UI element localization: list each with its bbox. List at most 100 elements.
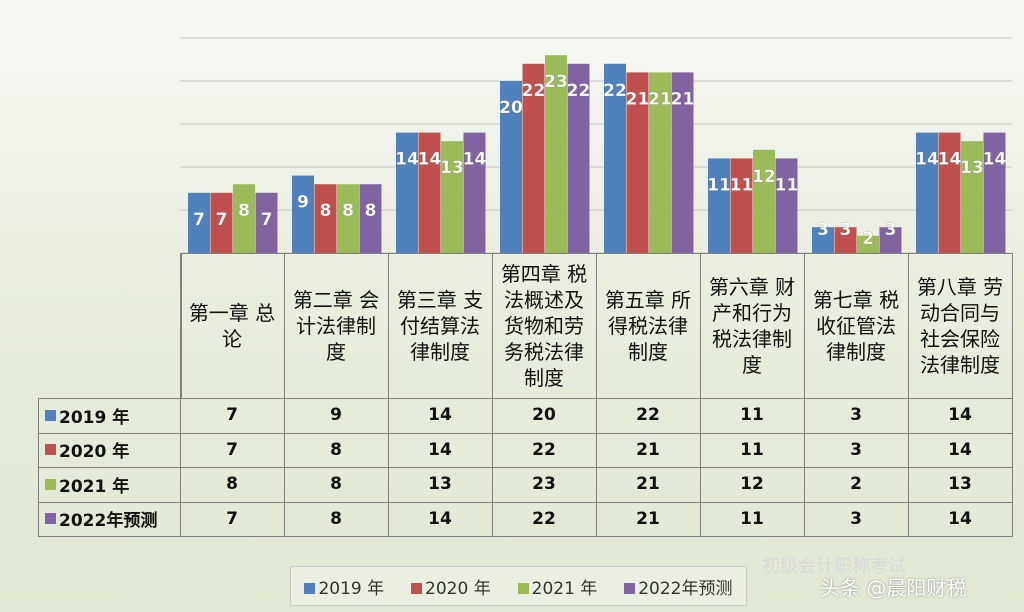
- legend-item: 2020 年: [411, 574, 491, 599]
- bar: [671, 72, 694, 254]
- table-value: 14: [908, 501, 1013, 537]
- row-label: 2022年预测: [38, 501, 181, 537]
- table-value: 21: [596, 501, 701, 537]
- legend-item: 2021 年: [517, 574, 598, 599]
- table-value: 7: [180, 501, 285, 537]
- category-label: 第一章 总论: [180, 253, 285, 399]
- table-value: 7: [180, 432, 285, 468]
- bar-value-label: 11: [775, 175, 799, 195]
- table-corner: [180, 253, 182, 398]
- bar-value-label: 13: [960, 158, 984, 178]
- table-value: 14: [388, 432, 493, 468]
- category-label: 第七章 税收征管法律制度: [804, 253, 909, 399]
- bar-value-label: 14: [418, 150, 442, 170]
- row-key: [45, 478, 56, 490]
- bar-value-label: 14: [915, 150, 939, 170]
- bar: [463, 132, 486, 253]
- bar: [418, 132, 441, 253]
- table-value: 3: [804, 501, 909, 537]
- row-label: 2020 年: [38, 432, 181, 468]
- bar-value-label: 11: [730, 175, 754, 195]
- bar: [337, 184, 359, 253]
- table-value: 22: [492, 432, 597, 468]
- table-value: 22: [492, 501, 597, 537]
- table-value: 14: [388, 398, 493, 434]
- table-value: 21: [596, 467, 701, 503]
- legend-item: 2019 年: [304, 574, 384, 599]
- bar-value-label: 3: [885, 220, 897, 240]
- bar-value-label: 21: [626, 89, 650, 109]
- bar-value-label: 9: [297, 193, 309, 213]
- category-label: 第三章 支付结算法律制度: [388, 253, 493, 399]
- legend-label: 2021 年: [531, 578, 598, 599]
- bar-value-label: 2: [862, 229, 874, 249]
- bar: [441, 141, 463, 253]
- bar: [545, 55, 567, 254]
- legend-label: 2022年预测: [638, 578, 733, 599]
- row-label-text: 2019 年: [59, 408, 130, 429]
- category-label: 第四章 税法概述及货物和劳务税法律制度: [492, 253, 597, 399]
- bar: [255, 192, 278, 253]
- bar: [983, 132, 1006, 253]
- bar: [961, 141, 983, 253]
- bar-value-label: 22: [567, 81, 591, 101]
- legend-key: [411, 582, 423, 594]
- row-key: [45, 410, 56, 422]
- bar: [730, 158, 753, 253]
- bar-value-label: 21: [648, 89, 672, 109]
- row-label-text: 2020 年: [59, 442, 130, 463]
- table-value: 21: [596, 432, 701, 468]
- bar: [753, 149, 775, 253]
- bar-value-label: 23: [544, 72, 568, 92]
- bar-value-label: 13: [440, 158, 464, 178]
- table-value: 13: [388, 467, 493, 503]
- bar: [359, 184, 382, 253]
- table-value: 8: [284, 501, 389, 537]
- bar: [233, 184, 255, 253]
- bar: [396, 132, 418, 253]
- bar-value-label: 7: [261, 210, 273, 230]
- bar-value-label: 3: [817, 220, 829, 240]
- bar: [567, 63, 590, 253]
- table-value: 3: [804, 398, 909, 434]
- bar: [210, 192, 233, 253]
- table-value: 2: [804, 467, 909, 503]
- table-value: 8: [284, 432, 389, 468]
- bar-value-label: 21: [671, 89, 695, 109]
- table-value: 14: [908, 398, 1013, 434]
- bar: [812, 227, 834, 253]
- table-value: 11: [700, 501, 805, 537]
- legend-item: 2022年预测: [624, 574, 733, 599]
- bar: [857, 235, 879, 253]
- bar: [879, 227, 902, 253]
- bar-value-label: 20: [499, 98, 523, 118]
- bar-value-label: 11: [707, 175, 731, 195]
- bar-value-label: 8: [238, 201, 250, 221]
- bar: [938, 132, 961, 253]
- table-value: 20: [492, 398, 597, 434]
- table-value: 12: [700, 467, 805, 503]
- bar-value-label: 8: [320, 201, 332, 221]
- row-label: 2019 年: [38, 398, 181, 434]
- category-label: 第五章 所得税法律制度: [596, 253, 701, 399]
- row-label: 2021 年: [38, 467, 181, 503]
- category-label: 第六章 财产和行为税法律制度: [700, 253, 805, 399]
- bar: [649, 72, 671, 254]
- bar: [916, 132, 938, 253]
- bar-value-label: 3: [840, 220, 852, 240]
- table-value: 11: [700, 398, 805, 434]
- table-value: 14: [388, 501, 493, 537]
- table-value: 7: [180, 398, 285, 434]
- bar: [188, 192, 210, 253]
- legend-key: [304, 582, 316, 594]
- table-value: 13: [908, 467, 1013, 503]
- row-key: [45, 513, 56, 525]
- legend-key: [624, 582, 636, 594]
- table-value: 23: [492, 467, 597, 503]
- bar-value-label: 14: [983, 150, 1007, 170]
- watermark-channel: 初级会计职称考试: [762, 556, 906, 577]
- legend-label: 2020 年: [425, 578, 491, 599]
- bar-value-label: 12: [752, 167, 776, 187]
- bar: [500, 81, 522, 253]
- table-value: 11: [700, 432, 805, 468]
